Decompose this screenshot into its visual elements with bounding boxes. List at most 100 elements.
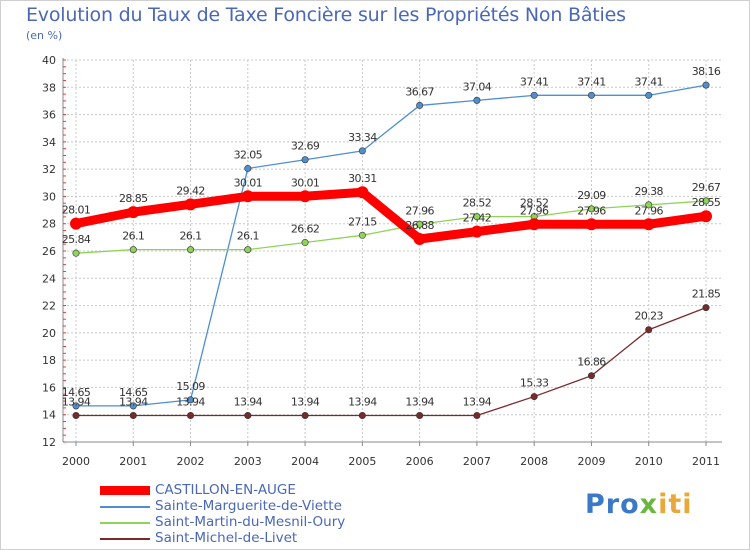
y-tick-label: 30 (42, 190, 56, 203)
legend-swatch (100, 538, 150, 540)
data-point (187, 412, 195, 420)
data-label: 37.04 (463, 80, 492, 93)
x-tick-label: 2000 (62, 455, 90, 468)
legend-label: Sainte-Marguerite-de-Viette (155, 498, 342, 514)
legend-label: Saint-Martin-du-Mesnil-Oury (155, 514, 346, 530)
data-point (470, 225, 483, 238)
legend-swatch (100, 506, 150, 508)
y-tick-label: 16 (42, 381, 56, 394)
data-label: 37.41 (520, 75, 549, 88)
x-tick-label: 2008 (520, 455, 548, 468)
data-label: 14.65 (119, 386, 148, 399)
y-tick-label: 18 (42, 354, 56, 367)
y-unit-label: (en %) (26, 29, 63, 42)
data-label: 29.09 (577, 189, 606, 202)
series-line-0 (71, 187, 711, 244)
data-label: 29.42 (176, 184, 205, 197)
data-point (416, 101, 424, 109)
data-label: 27.42 (463, 212, 492, 225)
data-point (642, 218, 655, 231)
data-point (129, 402, 137, 410)
data-point (70, 217, 82, 230)
legend-label: Saint-Michel-de-Livet (155, 530, 298, 546)
data-point (244, 412, 252, 420)
data-label: 13.94 (234, 396, 263, 409)
data-label: 13.94 (463, 396, 492, 409)
chart-title: Evolution du Taux de Taxe Foncière sur l… (26, 4, 626, 26)
data-point (358, 412, 366, 420)
y-tick-label: 38 (42, 81, 56, 94)
data-label: 27.96 (634, 204, 663, 217)
data-label: 15.09 (176, 380, 205, 393)
data-point (358, 147, 366, 155)
data-point (301, 239, 309, 247)
data-point (645, 326, 653, 334)
data-label: 13.94 (405, 396, 434, 409)
x-tick-label: 2009 (577, 455, 605, 468)
data-point (184, 198, 197, 211)
data-point (301, 156, 309, 164)
data-label: 32.69 (291, 140, 320, 153)
data-label: 33.34 (348, 131, 377, 144)
data-label: 28.52 (463, 197, 492, 210)
data-point (587, 91, 595, 99)
data-point (244, 246, 252, 254)
y-tick-label: 32 (42, 163, 56, 176)
data-point (530, 393, 538, 401)
series-line-3 (75, 306, 707, 417)
data-point (587, 372, 595, 380)
legend-swatch (100, 486, 150, 495)
data-point (187, 246, 195, 254)
data-label: 21.85 (692, 288, 721, 301)
data-point (301, 412, 309, 420)
x-tick-label: 2007 (463, 455, 491, 468)
data-label: 29.67 (692, 181, 721, 194)
data-point (356, 186, 369, 199)
data-point (702, 197, 710, 205)
legend-swatch (100, 522, 150, 524)
data-label: 20.23 (634, 310, 663, 323)
data-point (702, 304, 710, 312)
data-point (413, 232, 426, 245)
data-label: 26.62 (291, 223, 320, 236)
x-tick-label: 2011 (692, 455, 720, 468)
data-point (585, 218, 598, 231)
x-tick-label: 2004 (291, 455, 319, 468)
data-label: 13.94 (119, 396, 148, 409)
data-point (473, 213, 481, 221)
data-point (72, 412, 80, 420)
x-tick-label: 2005 (348, 455, 376, 468)
data-label: 30.01 (291, 176, 320, 189)
y-tick-label: 28 (42, 218, 56, 231)
data-label: 28.55 (692, 196, 721, 209)
data-label: 29.38 (634, 185, 663, 198)
proxiti-logo: Proxiti (585, 489, 693, 520)
data-label: 30.01 (234, 176, 263, 189)
series-line-2 (75, 200, 707, 254)
data-label: 30.31 (348, 172, 377, 185)
series-line-1 (75, 84, 707, 407)
data-label: 14.65 (62, 386, 91, 399)
data-point (358, 231, 366, 239)
data-label: 13.94 (176, 396, 205, 409)
data-label: 13.94 (62, 396, 91, 409)
data-point (187, 396, 195, 404)
data-point (645, 201, 653, 209)
data-point (416, 220, 424, 228)
x-tick-label: 2006 (406, 455, 434, 468)
data-label: 15.33 (520, 377, 549, 390)
y-tick-label: 34 (42, 136, 56, 149)
data-label: 38.16 (692, 65, 721, 78)
y-tick-label: 24 (42, 272, 56, 285)
y-tick-label: 22 (42, 300, 56, 313)
data-label: 36.67 (405, 85, 434, 98)
y-tick-label: 26 (42, 245, 56, 258)
data-point (645, 91, 653, 99)
data-label: 27.96 (577, 204, 606, 217)
data-label: 27.96 (405, 204, 434, 217)
data-label: 32.05 (234, 148, 263, 161)
data-label: 28.52 (520, 197, 549, 210)
data-point (127, 206, 140, 219)
data-point (244, 164, 252, 172)
